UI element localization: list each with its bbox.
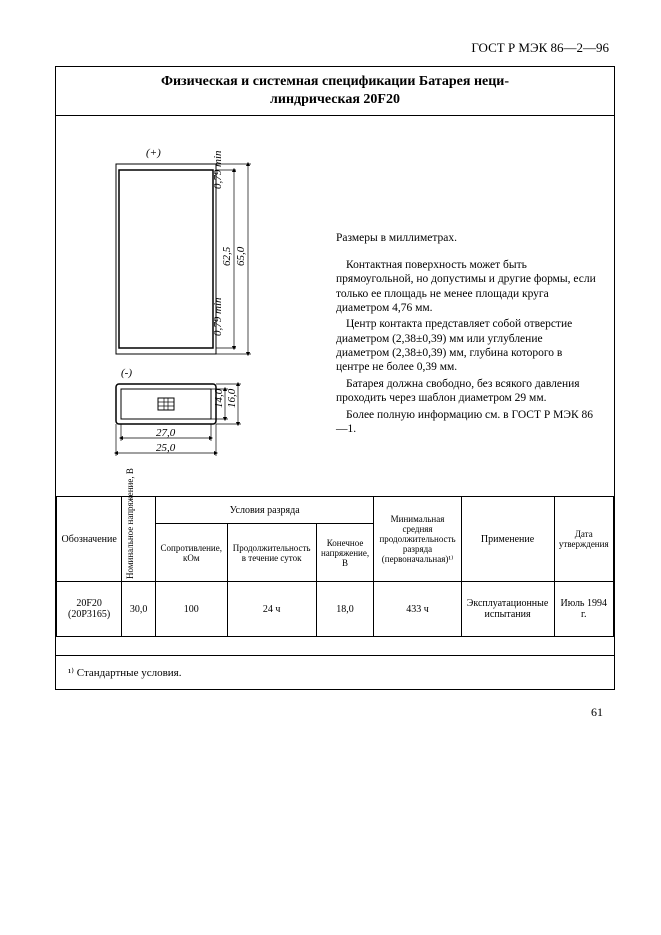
dim-gap-top: 0,79 min [212,150,224,189]
spec-table: Обозначение Номинальное напряжение, В Ус… [56,496,614,637]
minus-label: (-) [121,367,132,379]
cell-app: Эксплуатационные испытания [461,582,554,637]
th-designation: Обозначение [57,497,122,582]
desc-p0: Размеры в миллиметрах. [336,231,598,245]
dim-bh-bot: 14,0 [213,389,225,409]
desc-p4: Более полную информацию см. в ГОСТ Р МЭК… [336,408,598,437]
dim-gap-bot: 0,79 min [212,297,224,336]
cell-date: Июль 1994 г. [554,582,614,637]
title-line1: Физическая и системная спецификации Бата… [161,74,509,89]
th-resistance: Сопротивление, кОм [155,524,227,582]
dim-h-inner: 62,5 [221,247,233,267]
dim-h-outer: 65,0 [235,247,247,267]
footnote: ¹⁾ Стандартные условия. [56,655,614,689]
cell-duration: 24 ч [227,582,316,637]
desc-p2: Центр контакта представляет собой отверс… [336,317,598,375]
th-duration: Продолжительность в течение суток [227,524,316,582]
standard-header: ГОСТ Р МЭК 86—2—96 [55,40,615,56]
th-discharge: Условия разряда [155,497,374,524]
page: ГОСТ Р МЭК 86—2—96 Физическая и системна… [55,40,615,690]
cell-desig1: 20F20 [76,598,102,609]
battery-diagram: (+) 65,0 62,5 0,79 min 0,79 mi [76,136,326,486]
dim-bw-outer: 25,0 [156,442,176,454]
title-box: Физическая и системная спецификации Бата… [56,67,614,116]
cell-desig2: (20Р3165) [68,609,110,620]
desc-p1: Контактная поверхность может быть прямоу… [336,258,598,316]
table-row: 20F20 (20Р3165) 30,0 100 24 ч 18,0 433 ч… [57,582,614,637]
cell-endv: 18,0 [316,582,374,637]
th-endv: Конечное напряжение, В [316,524,374,582]
page-number: 61 [591,705,603,720]
dim-bw-inner: 27,0 [156,427,176,439]
title-line2: линдрическая 20F20 [270,92,400,107]
dim-bh-top: 16,0 [226,389,238,409]
cell-voltage: 30,0 [122,582,156,637]
th-min-duration: Минимальная средняя продолжительность ра… [374,497,461,582]
content-area: (+) 65,0 62,5 0,79 min 0,79 mi [56,116,614,496]
cell-resistance: 100 [155,582,227,637]
cell-mindur: 433 ч [374,582,461,637]
description-block: Размеры в миллиметрах. Контактная поверх… [336,231,598,438]
desc-p3: Батарея должна свободно, без всякого дав… [336,377,598,406]
plus-label: (+) [146,147,161,159]
th-date: Дата утверждения [554,497,614,582]
outer-frame: Физическая и системная спецификации Бата… [55,66,615,690]
th-voltage: Номинальное напряжение, В [125,499,135,579]
th-application: Применение [461,497,554,582]
